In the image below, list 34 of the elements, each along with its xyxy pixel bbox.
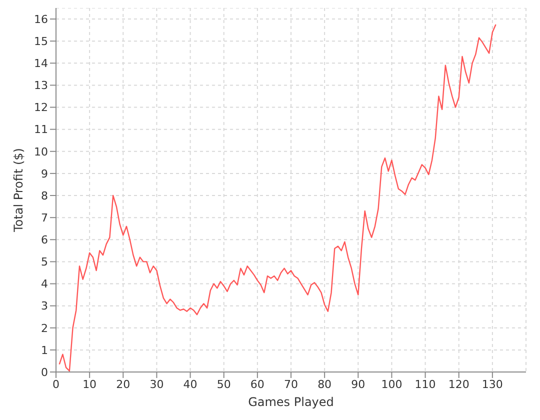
x-tick-label: 90 <box>351 378 366 391</box>
y-tick-label: 16 <box>34 12 48 26</box>
y-tick-label: 5 <box>41 256 48 269</box>
y-tick-label: 9 <box>41 167 48 180</box>
x-tick-label: 130 <box>482 378 503 391</box>
y-tick-label: 1 <box>41 344 48 357</box>
y-tick-label: 3 <box>41 300 48 313</box>
x-tick-label: 60 <box>250 378 264 391</box>
x-tick-label: 110 <box>414 378 436 391</box>
y-tick-label: 11 <box>34 123 48 136</box>
x-tick-label: 100 <box>381 378 402 391</box>
x-tick-label: 50 <box>216 378 231 391</box>
y-tick-label: 10 <box>34 145 48 158</box>
y-tick-label: 13 <box>34 79 48 92</box>
y-tick-label: 4 <box>41 278 48 291</box>
x-tick-label: 20 <box>116 378 130 391</box>
x-tick-label: 40 <box>183 378 198 391</box>
y-tick-label: 0 <box>41 366 48 379</box>
x-tick-label: 30 <box>150 378 164 391</box>
y-tick-label: 15 <box>34 34 48 48</box>
y-axis-title: Total Profit ($) <box>11 148 26 233</box>
x-tick-label: 0 <box>52 378 60 391</box>
y-tick-label: 14 <box>34 57 48 70</box>
y-tick-label: 2 <box>41 322 48 335</box>
x-axis-title: Games Played <box>248 395 334 409</box>
x-tick-label: 70 <box>284 378 298 391</box>
line-series <box>58 24 496 372</box>
x-tick-label: 80 <box>318 378 332 391</box>
x-tick-label: 10 <box>82 378 97 391</box>
y-tick-label: 6 <box>41 234 48 247</box>
x-tick-label: 120 <box>448 378 470 391</box>
y-tick-label: 7 <box>41 211 48 224</box>
y-tick-label: 12 <box>34 101 48 114</box>
y-tick-label: 8 <box>41 189 48 202</box>
